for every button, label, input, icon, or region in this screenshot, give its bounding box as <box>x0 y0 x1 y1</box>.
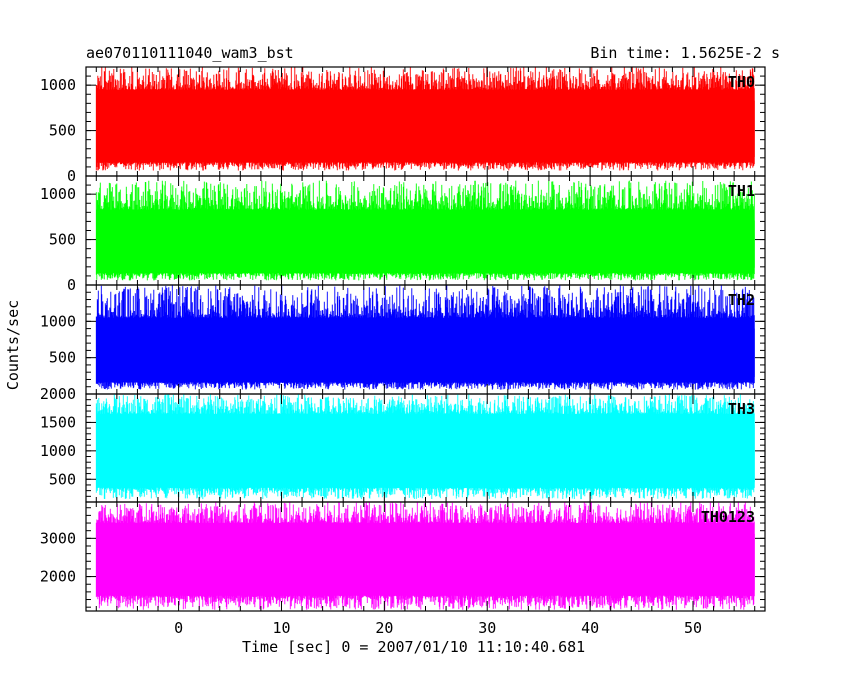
y-tick-label: 1000 <box>40 312 76 330</box>
panel-th0123: 2000 3000 TH0123 <box>40 501 766 612</box>
y-tick-label: 1500 <box>40 413 76 431</box>
x-tick-label: 30 <box>478 619 496 637</box>
y-tick-label: 500 <box>49 349 76 367</box>
x-tick-label: 50 <box>684 619 702 637</box>
y-tick-label: 0 <box>67 276 76 294</box>
y-tick-label: 1000 <box>40 185 76 203</box>
series-core-th1 <box>96 220 755 268</box>
panel-label-th3: TH3 <box>728 400 755 418</box>
panel-th1: 0 500 1000 TH1 <box>40 175 766 294</box>
panel-label-th0: TH0 <box>728 73 755 91</box>
x-tick-label: 40 <box>581 619 599 637</box>
chart-subtitle: Bin time: 1.5625E-2 s <box>590 44 780 62</box>
y-tick-label: 500 <box>49 122 76 140</box>
series-core-th2 <box>96 328 755 377</box>
series-core-th0 <box>96 100 755 157</box>
x-tick-label: 10 <box>272 619 290 637</box>
y-tick-label: 0 <box>67 167 76 185</box>
panel-label-th2: TH2 <box>728 291 755 309</box>
y-tick-label: 2000 <box>40 568 76 586</box>
y-tick-label: 3000 <box>40 529 76 547</box>
series-core-th3 <box>96 424 755 483</box>
y-tick-label: 500 <box>49 231 76 249</box>
panel-th0: 0 500 1000 TH0 <box>40 66 766 185</box>
panel-th3: 500 1000 1500 2000 TH3 <box>40 385 766 503</box>
y-tick-label: 1000 <box>40 442 76 460</box>
chart-title: ae070110111040_wam3_bst <box>86 44 294 62</box>
panel-th2: 500 1000 TH2 <box>40 284 766 395</box>
x-tick-label: 20 <box>375 619 393 637</box>
series-core-th0123 <box>96 533 755 591</box>
x-axis-label: Time [sec] 0 = 2007/01/10 11:10:40.681 <box>242 638 586 656</box>
y-tick-label: 1000 <box>40 76 76 94</box>
y-axis-label: Counts/sec <box>4 300 22 390</box>
x-tick-label: 0 <box>174 619 183 637</box>
y-tick-label: 2000 <box>40 385 76 403</box>
panel-label-th1: TH1 <box>728 182 755 200</box>
panel-label-th0123: TH0123 <box>701 508 755 526</box>
x-axis: 0 10 20 30 40 50 <box>174 619 702 637</box>
y-tick-label: 500 <box>49 470 76 488</box>
